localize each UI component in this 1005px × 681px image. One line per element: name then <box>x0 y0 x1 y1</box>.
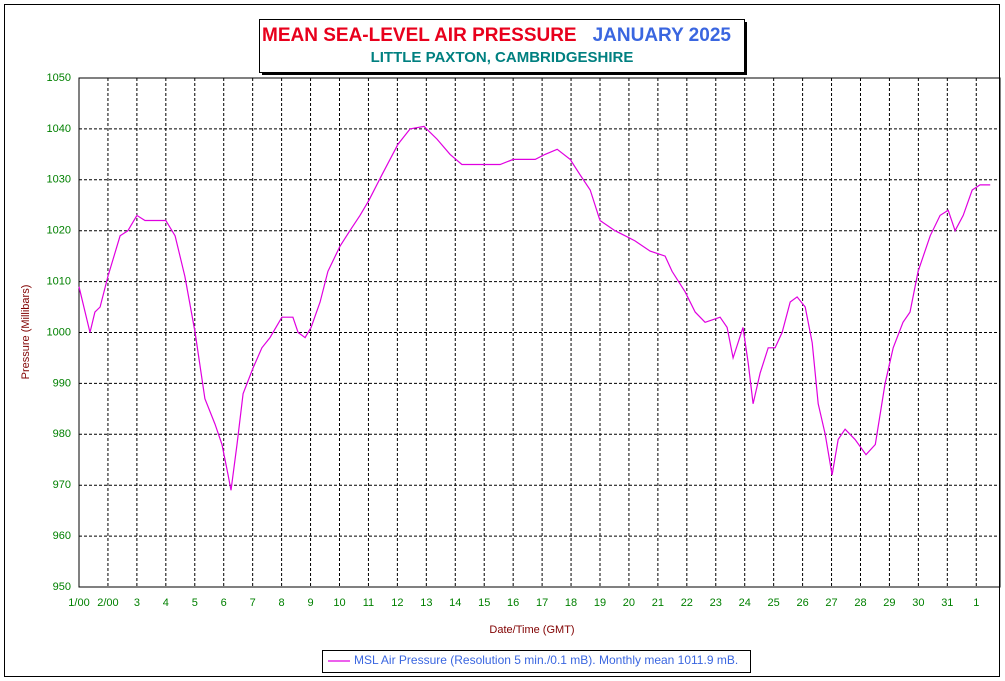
x-tick-label: 5 <box>192 597 198 609</box>
x-tick-label: 21 <box>652 597 664 609</box>
title-line: MEAN SEA-LEVEL AIR PRESSURE JANUARY 2025 <box>262 25 731 46</box>
y-tick-label: 950 <box>53 581 71 593</box>
title-box <box>259 19 745 73</box>
x-tick-label: 19 <box>594 597 606 609</box>
line-series <box>78 125 991 491</box>
y-tick-label: 980 <box>53 428 71 440</box>
x-tick-label: 31 <box>941 597 953 609</box>
x-tick-label: 7 <box>250 597 256 609</box>
y-tick-label: 1030 <box>47 174 71 186</box>
x-tick-label: 12 <box>391 597 403 609</box>
x-tick-label: 25 <box>768 597 780 609</box>
x-tick-label: 9 <box>307 597 313 609</box>
x-tick-label: 6 <box>221 597 227 609</box>
x-tick-label: 18 <box>565 597 577 609</box>
x-tick-label: 20 <box>623 597 635 609</box>
legend-label: MSL Air Pressure (Resolution 5 min./0.1 … <box>354 653 738 667</box>
x-tick-label: 3 <box>134 597 140 609</box>
y-tick-label: 990 <box>53 377 71 389</box>
x-axis-label: Date/Time (GMT) <box>489 624 574 636</box>
chart-subtitle: LITTLE PAXTON, CAMBRIDGESHIRE <box>371 49 634 66</box>
plot-frame <box>78 77 1001 588</box>
legend-box <box>322 650 751 673</box>
x-tick-label: 11 <box>363 597 374 609</box>
x-tick-label: 1/00 <box>68 597 89 609</box>
y-tick-label: 1020 <box>47 225 71 237</box>
x-tick-label: 1 <box>973 597 979 609</box>
y-tick-label: 1000 <box>47 326 71 338</box>
x-tick-label: 4 <box>163 597 169 609</box>
x-tick-label: 14 <box>449 597 461 609</box>
x-tick-label: 23 <box>710 597 722 609</box>
y-tick-label: 960 <box>53 530 71 542</box>
x-tick-label: 15 <box>478 597 490 609</box>
y-tick-label: 1010 <box>47 276 71 288</box>
x-tick-label: 2/00 <box>97 597 118 609</box>
y-tick-label: 1050 <box>47 72 71 84</box>
x-tick-label: 16 <box>507 597 519 609</box>
x-tick-label: 24 <box>739 597 751 609</box>
x-tick-label: 28 <box>854 597 866 609</box>
x-tick-label: 30 <box>912 597 924 609</box>
x-tick-label: 17 <box>536 597 548 609</box>
x-tick-label: 22 <box>681 597 693 609</box>
x-tick-label: 27 <box>825 597 837 609</box>
y-tick-label: 970 <box>53 479 71 491</box>
x-tick-label: 26 <box>796 597 808 609</box>
x-tick-label: 13 <box>420 597 432 609</box>
x-tick-label: 29 <box>883 597 895 609</box>
outer-frame <box>4 4 1000 677</box>
chart-period: JANUARY 2025 <box>593 25 732 46</box>
x-tick-label: 8 <box>279 597 285 609</box>
x-tick-label: 10 <box>333 597 345 609</box>
y-tick-label: 1040 <box>47 123 71 135</box>
y-axis-label: Pressure (Millibars) <box>20 285 32 380</box>
chart-title: MEAN SEA-LEVEL AIR PRESSURE <box>262 25 577 46</box>
